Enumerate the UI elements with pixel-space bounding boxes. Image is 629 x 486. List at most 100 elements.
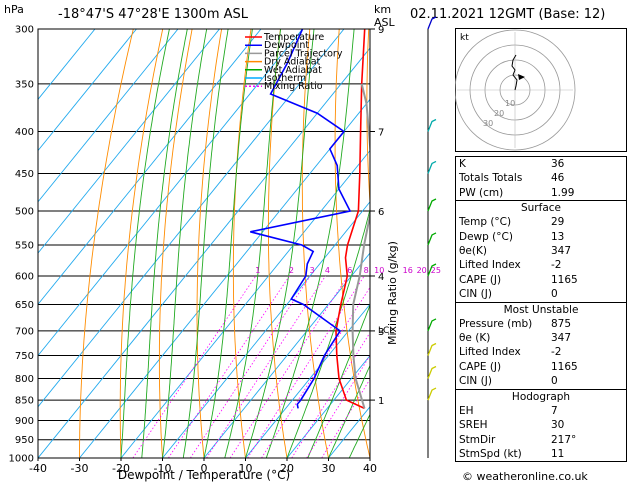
mixing-ratio-line	[291, 331, 370, 458]
wet-adiabat-line	[328, 364, 370, 458]
mixing-ratio-label: 25	[431, 266, 441, 275]
hodograph-title: Hodograph	[511, 390, 571, 403]
dry-adiabat-line	[334, 29, 370, 458]
dry-adiabat-line	[428, 29, 456, 458]
legend-entry: Mixing Ratio	[264, 81, 323, 92]
isotherm-line	[203, 252, 370, 458]
index-value: 1.99	[551, 186, 575, 199]
index-row: Lifted Index -2	[456, 258, 626, 272]
index-key: SREH	[459, 419, 488, 432]
index-row: CIN (J) 0	[456, 287, 626, 301]
series-parcel-trajectory	[351, 83, 370, 409]
mixing-ratio-line	[321, 378, 370, 458]
index-value: 7	[551, 404, 558, 417]
surface-title: Surface	[520, 202, 561, 215]
wind-barb	[427, 318, 437, 332]
index-row: EH 7	[456, 404, 626, 418]
isotherm-line	[245, 303, 370, 458]
km-tick-label: 1	[378, 396, 384, 407]
legend-entry: Parcel Trajectory	[264, 48, 343, 59]
index-key: Temp (°C)	[459, 216, 512, 229]
x-tick-label: 20	[280, 462, 294, 475]
index-key: θe(K)	[459, 245, 487, 258]
isotherm-line	[38, 29, 345, 408]
index-row: K 36	[456, 157, 626, 171]
mixing-ratio-label: 8	[364, 266, 369, 275]
x-tick-label: 0	[201, 462, 208, 475]
mixing-ratio-label: 6	[347, 266, 352, 275]
index-key: Lifted Index	[459, 259, 521, 272]
hodograph-table: Hodograph EH 7 SREH 30 StmDir 217° StmSpd (kt)…	[455, 389, 627, 463]
isotherm-line	[38, 47, 370, 458]
mixing-ratio-line	[206, 275, 326, 458]
dry-adiabat-line	[158, 29, 193, 458]
index-value: 217°	[551, 433, 577, 446]
km-tick-label: 7	[378, 128, 384, 139]
index-key: Lifted Index	[459, 346, 521, 359]
index-row: Dewp (°C) 13	[456, 230, 626, 244]
index-value: 347	[551, 245, 572, 258]
hodograph-trace	[511, 54, 518, 91]
wind-barb	[427, 387, 437, 401]
index-value: 13	[551, 230, 565, 243]
asl-label: ASL	[374, 16, 395, 29]
wet-adiabat-line	[141, 29, 188, 458]
x-tick-label: -30	[71, 462, 89, 475]
legend-entry: Dry Adiabat	[264, 57, 321, 68]
km-label: km	[374, 3, 392, 16]
mixing-ratio-label: 2	[289, 266, 294, 275]
mixing-ratio-axis-label: Mixing Ratio (g/kg)	[386, 241, 399, 345]
location-title: -18°47'S 47°28'E 1300m ASL	[58, 7, 249, 22]
hodograph-ring-label: 10	[505, 99, 515, 108]
pressure-tick-label: 900	[15, 416, 34, 427]
index-row: θe(K) 347	[456, 244, 626, 258]
index-value: 36	[551, 158, 565, 170]
x-tick-label: -10	[154, 462, 172, 475]
x-tick-label: 40	[363, 462, 377, 475]
dry-adiabat-line	[196, 29, 223, 458]
index-value: 46	[551, 172, 565, 185]
index-value: 1165	[551, 360, 578, 373]
skewt-chart: 1 2 3 4 6 8 10 16 20 2530035040045050055060065070…	[9, 16, 456, 482]
mixing-ratio-label: 16	[403, 266, 413, 275]
index-key: Totals Totals	[459, 172, 523, 185]
wet-adiabat-line	[265, 29, 355, 458]
x-tick-label: 30	[322, 462, 336, 475]
mixing-ratio-line	[132, 275, 257, 458]
wind-barb	[427, 263, 437, 277]
pressure-tick-label: 850	[15, 396, 34, 407]
index-key: EH	[459, 404, 474, 417]
hpa-label: hPa	[4, 3, 24, 16]
mixing-ratio-label: 3	[310, 266, 315, 275]
index-value: -2	[551, 259, 562, 272]
pressure-tick-label: 700	[15, 326, 34, 337]
mixing-ratio-label: 20	[417, 266, 427, 275]
most-unstable-title: Most Unstable	[503, 303, 579, 316]
pressure-tick-label: 1000	[9, 454, 34, 465]
pressure-tick-label: 300	[15, 25, 34, 36]
pressure-tick-label: 800	[15, 374, 34, 385]
index-key: Dewp (°C)	[459, 230, 513, 243]
index-row: StmDir 217°	[456, 433, 626, 447]
x-tick-label: 10	[239, 462, 253, 475]
index-row: Temp (°C) 29	[456, 215, 626, 229]
mixing-ratio-label: 4	[325, 266, 330, 275]
wet-adiabat-line	[369, 456, 370, 458]
index-value: 0	[551, 375, 558, 388]
index-key: StmDir	[459, 433, 496, 446]
legend-entry: Temperature	[263, 32, 324, 43]
pressure-tick-label: 950	[15, 435, 34, 446]
index-key: CIN (J)	[459, 375, 492, 388]
index-key: CAPE (J)	[459, 273, 502, 286]
wind-barb	[427, 16, 437, 30]
wet-adiabat-line	[245, 29, 315, 458]
wind-barb	[427, 342, 437, 356]
index-row: CAPE (J) 1165	[456, 273, 626, 287]
isotherm-line	[38, 29, 179, 203]
dry-adiabat-line	[79, 29, 134, 458]
wind-barb	[427, 232, 437, 246]
pressure-tick-label: 600	[15, 271, 34, 282]
pressure-tick-label: 350	[15, 79, 34, 90]
mixing-ratio-line	[190, 275, 311, 458]
index-value: 347	[551, 332, 572, 345]
